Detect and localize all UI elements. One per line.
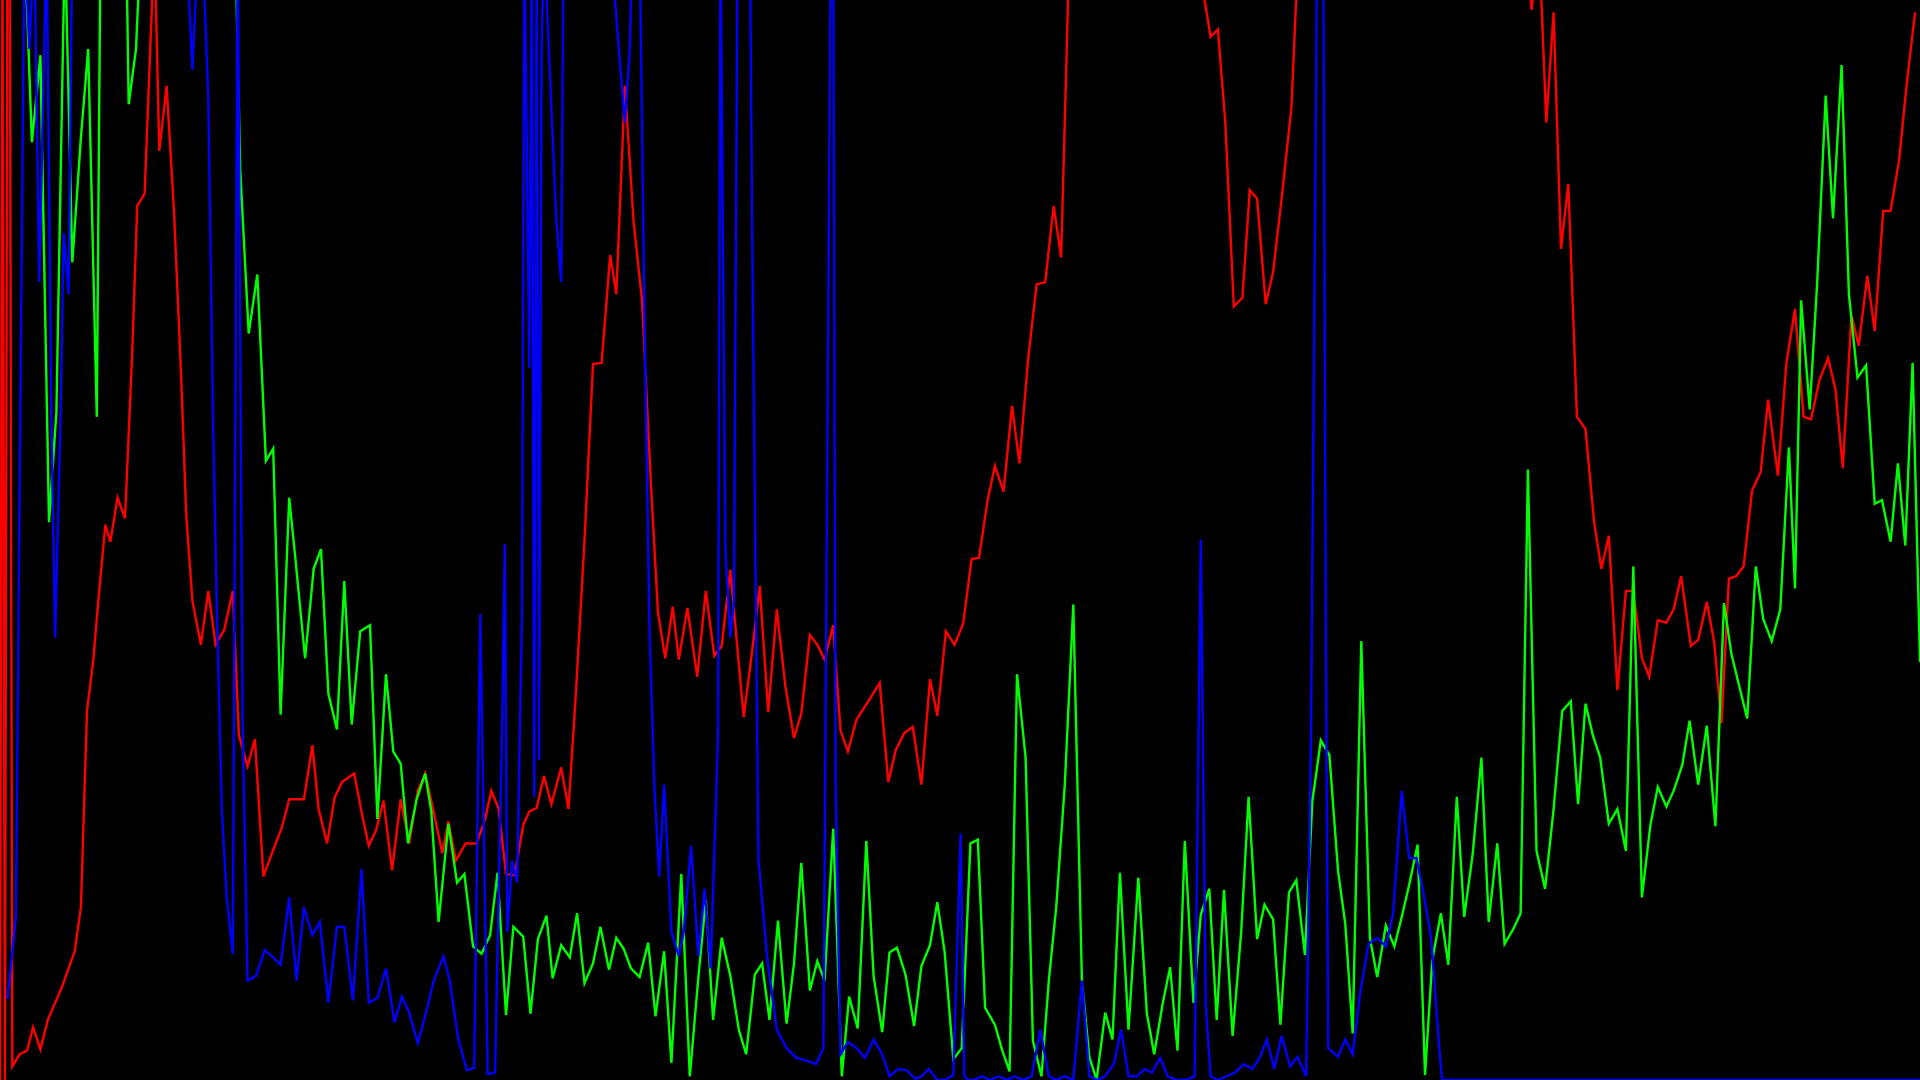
series-line-2 [6, 0, 1920, 1080]
series-line-1 [25, 0, 1920, 1080]
